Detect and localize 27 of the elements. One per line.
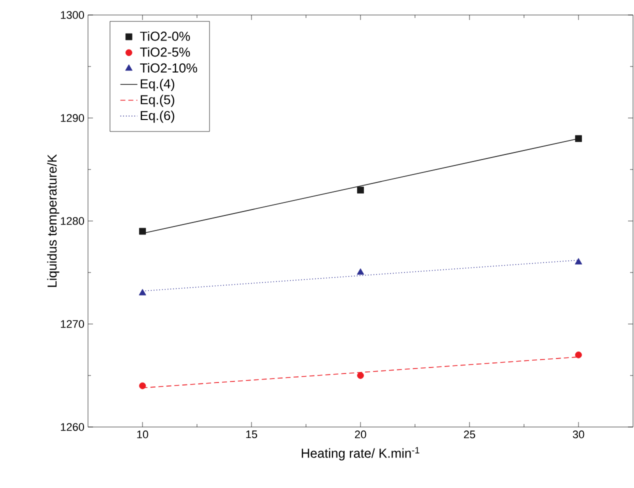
point bbox=[575, 352, 582, 358]
point bbox=[574, 258, 582, 264]
y-tick-label: 1280 bbox=[60, 217, 84, 225]
point bbox=[356, 268, 364, 275]
legend-label: TiO2-10% bbox=[140, 63, 198, 73]
legend-label: Eq.(5) bbox=[140, 94, 174, 107]
legend-label: TiO2-0% bbox=[140, 31, 190, 41]
point bbox=[575, 135, 582, 142]
point bbox=[138, 288, 146, 296]
legend-label: TiO2-5% bbox=[140, 47, 190, 57]
point bbox=[357, 186, 364, 194]
point bbox=[139, 382, 146, 390]
x-tick-label: 25 bbox=[464, 430, 476, 438]
legend-label: Eq.(6) bbox=[140, 110, 174, 123]
y-tick-label: 1300 bbox=[60, 11, 84, 19]
point bbox=[357, 372, 364, 379]
x-tick-label: 15 bbox=[246, 430, 258, 438]
x-tick-label: 20 bbox=[354, 430, 366, 438]
x-axis-title: Heating rate/ K.min$^{-1}$ bbox=[302, 447, 420, 460]
x-tick-label: 10 bbox=[137, 430, 148, 438]
y-tick-label: 1290 bbox=[60, 114, 84, 122]
y-tick-label: 1260 bbox=[60, 423, 84, 431]
y-axis-title: Liquidus temperature/K bbox=[47, 154, 60, 287]
point bbox=[139, 228, 146, 235]
legend-label: Eq.(4) bbox=[140, 78, 174, 91]
x-tick-label: 30 bbox=[572, 430, 584, 438]
y-tick-label: 1270 bbox=[60, 320, 84, 328]
